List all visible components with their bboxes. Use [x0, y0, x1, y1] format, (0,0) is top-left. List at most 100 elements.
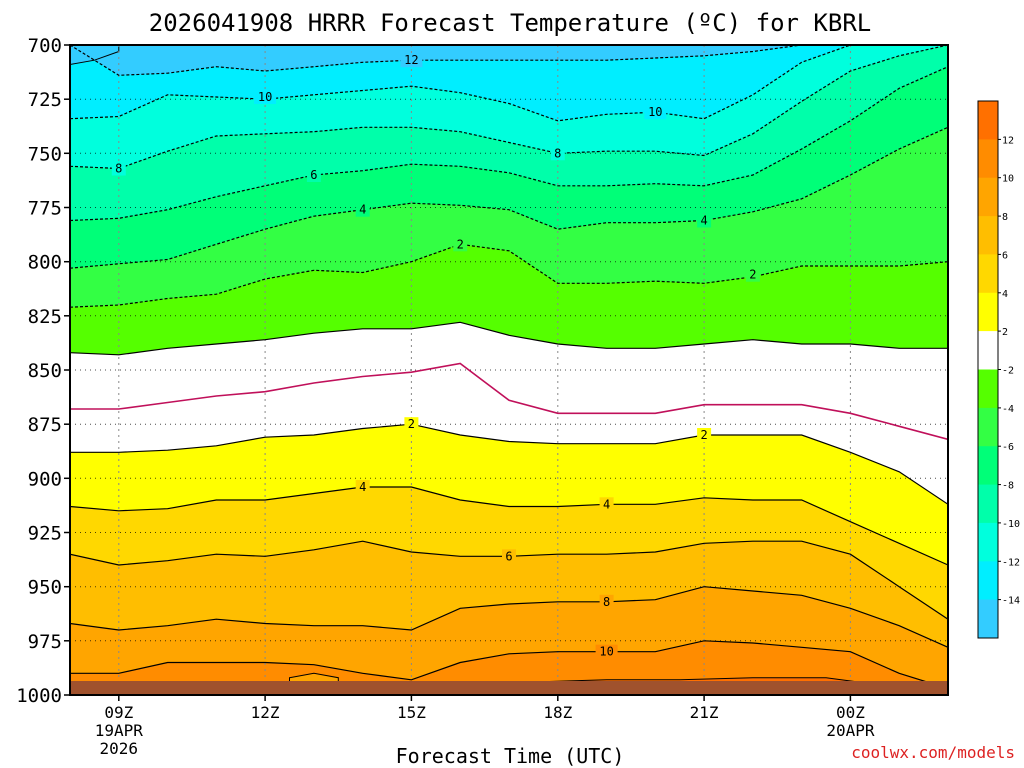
- isotherm-2: [70, 423, 948, 505]
- isotherm--2: [70, 243, 948, 308]
- colorbar-swatch: [978, 407, 998, 447]
- contour-label: 6: [505, 549, 512, 563]
- contour-label: 8: [115, 162, 122, 176]
- colorbar-label: 6: [1002, 250, 1008, 261]
- colorbar-label: 8: [1002, 212, 1008, 223]
- isotherm--10: [70, 45, 948, 122]
- contour-label: 2: [457, 237, 464, 251]
- contour-label-bg: [400, 53, 423, 68]
- colorbar-swatch: [978, 139, 998, 179]
- y-tick-label: 900: [28, 468, 62, 490]
- contour-label-bg: [697, 428, 712, 442]
- colorbar-swatch: [978, 101, 998, 140]
- y-tick-label: 1000: [16, 685, 62, 707]
- contour-label-bg: [644, 105, 667, 120]
- x-tick-label: 2026: [100, 739, 139, 758]
- contour-label-bg: [745, 267, 760, 282]
- y-tick-label: 950: [28, 577, 62, 599]
- y-tick-label: 750: [28, 143, 62, 165]
- contour-label: 4: [700, 214, 707, 228]
- colorbar-label: 12: [1002, 135, 1014, 146]
- contour-labels: 12 10 10 8 8 6 4 4 2 2 2 2 4 4 6 8 10: [111, 53, 760, 659]
- x-tick-label: 00Z: [836, 703, 865, 722]
- contour-label: 4: [603, 497, 610, 511]
- colorbar-swatch: [978, 446, 998, 486]
- colorbar-swatch: [978, 484, 998, 524]
- contour-label-bg: [306, 168, 321, 182]
- x-tick-label: 20APR: [826, 721, 875, 740]
- isotherm--6: [70, 66, 948, 222]
- isotherm-0: [70, 321, 948, 356]
- contour-label: 6: [310, 168, 317, 182]
- colorbar-swatch: [978, 369, 998, 409]
- colorbar-label: -4: [1002, 404, 1014, 415]
- contour-label: 2: [700, 428, 707, 442]
- contour-label-bg: [697, 213, 712, 228]
- colorbar-label: -10: [1002, 519, 1020, 530]
- colorbar-label: -2: [1002, 366, 1014, 377]
- colorbar-label: 4: [1002, 289, 1008, 300]
- y-tick-label: 775: [28, 198, 62, 220]
- plot-fills: [70, 45, 948, 695]
- colorbar-swatch: [978, 561, 998, 601]
- contour-label-bg: [550, 146, 565, 161]
- isotherm-10: [70, 640, 948, 690]
- isotherm-4: [70, 486, 948, 566]
- colorbar-label: -8: [1002, 481, 1014, 492]
- contour-label: 12: [404, 53, 418, 67]
- x-tick-label: 12Z: [251, 703, 280, 722]
- isotherms: [70, 45, 948, 690]
- x-tick-label: 09Z: [104, 703, 133, 722]
- isotherm-8: [70, 586, 948, 648]
- colorbar-label: -12: [1002, 557, 1020, 568]
- colorbar-label: 10: [1002, 174, 1014, 185]
- y-tick-label: 700: [28, 35, 62, 57]
- isotherm--4: [70, 126, 948, 269]
- colorbar-swatch: [978, 177, 998, 217]
- colorbar-swatch: [978, 216, 998, 255]
- contour-label: 10: [258, 90, 272, 104]
- isotherm--8: [70, 45, 948, 170]
- contour-label: 10: [599, 645, 613, 659]
- x-tick-label: 18Z: [543, 703, 572, 722]
- y-tick-label: 975: [28, 631, 62, 653]
- axes: 7007257507758008258508759009259509751000…: [16, 35, 875, 758]
- plot-area: 12 10 10 8 8 6 4 4 2 2 2 2 4 4 6 8 10: [69, 44, 949, 696]
- contour-label-bg: [502, 549, 516, 564]
- credit-link[interactable]: coolwx.com/models: [851, 743, 1015, 762]
- contour-label: 2: [749, 268, 756, 282]
- contour-label-bg: [254, 90, 277, 104]
- isotherm-1: [70, 362, 948, 441]
- y-tick-label: 825: [28, 306, 62, 328]
- contour-label: 8: [554, 146, 561, 160]
- contour-label-bg: [355, 202, 370, 217]
- contour-label-bg: [599, 594, 614, 609]
- chart-title: 2026041908 HRRR Forecast Temperature (ºC…: [149, 9, 871, 37]
- colorbar: 12 10 8 6 4 2 -2 -4 -6 -8 -10 -12 -14: [977, 100, 1020, 639]
- y-tick-label: 800: [28, 252, 62, 274]
- colorbar-swatch: [978, 599, 998, 639]
- contour-label: 8: [603, 595, 610, 609]
- contour-label: 4: [359, 480, 366, 494]
- ground-strip: [70, 681, 948, 695]
- x-axis-title: Forecast Time (UTC): [396, 744, 625, 768]
- colorbar-label: 2: [1002, 327, 1008, 338]
- isotherm--12: [70, 45, 948, 76]
- x-tick-label: 19APR: [95, 721, 144, 740]
- contour-label: 10: [648, 105, 662, 119]
- contour-label: 4: [359, 203, 366, 217]
- x-tick-label: 21Z: [690, 703, 719, 722]
- y-tick-label: 725: [28, 89, 62, 111]
- contour-label-bg: [453, 237, 468, 252]
- contour-label-bg: [355, 480, 370, 494]
- x-tick-label: 15Z: [397, 703, 426, 722]
- contour-label-bg: [599, 497, 614, 512]
- contour-label-bg: [404, 417, 419, 432]
- contour-label: 2: [408, 417, 415, 431]
- colorbar-swatch: [978, 331, 998, 370]
- colorbar-swatch: [978, 522, 998, 562]
- y-tick-label: 850: [28, 360, 62, 382]
- colorbar-label: -14: [1002, 596, 1020, 607]
- y-tick-label: 925: [28, 523, 62, 545]
